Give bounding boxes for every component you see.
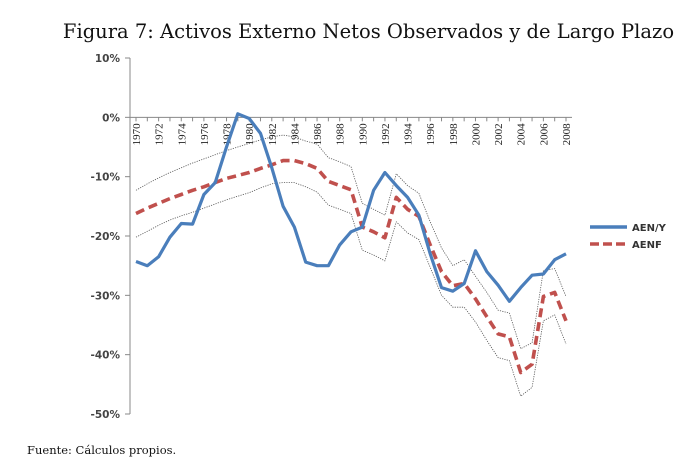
y-tick-label: -30%: [91, 290, 121, 302]
x-tick-label: 2000: [470, 123, 482, 146]
x-tick-label: 1994: [403, 123, 415, 146]
x-tick-label: 1986: [312, 123, 324, 146]
x-axis: 1970 1972 1974 1976 1978 1980 1982 1984 1986 1988…: [130, 116, 573, 146]
x-tick-label: 1988: [335, 123, 347, 146]
x-tick-label: 1998: [448, 123, 460, 146]
chart-title: Figura 7: Activos Externo Netos Observad…: [62, 20, 675, 43]
legend-label: AENF: [632, 240, 662, 251]
y-tick-label: -50%: [91, 409, 121, 421]
x-tick-label: 2008: [561, 123, 573, 146]
legend-item: AENF: [590, 240, 662, 251]
series-line-aenf-lower-band: [135, 182, 567, 397]
legend-label: AEN/Y: [632, 223, 667, 234]
x-tick-label: 2002: [493, 123, 505, 145]
series-line-aenf: [135, 158, 568, 375]
y-tick-label: -20%: [91, 231, 121, 243]
x-tick-label: 1980: [244, 123, 256, 146]
x-tick-label: 1992: [380, 123, 392, 145]
x-tick-label: 1974: [176, 123, 188, 146]
source-note: Fuente: Cálculos propios.: [27, 443, 177, 457]
series-layer: [135, 112, 568, 397]
y-tick-label: -40%: [91, 350, 121, 362]
x-tick-label: 2006: [538, 123, 550, 146]
x-tick-label: 2004: [516, 123, 528, 146]
x-tick-label: 1976: [199, 123, 211, 146]
legend-item: AEN/Y: [590, 223, 667, 234]
y-tick-label: 10%: [95, 53, 121, 65]
x-tick-label: 1990: [357, 123, 369, 146]
series-line-aen-y: [135, 112, 567, 303]
x-tick-label: 1996: [425, 123, 437, 146]
x-tick-label: 1972: [154, 123, 166, 145]
x-tick-label: 1982: [267, 123, 279, 145]
x-tick-label: 1970: [131, 123, 143, 146]
legend: AEN/Y AENF: [590, 223, 667, 251]
y-tick-label: 0%: [102, 112, 120, 124]
y-axis: 10% 0% -10% -20% -30% -40% -50%: [91, 53, 131, 421]
x-tick-label: 1984: [289, 123, 301, 146]
series-line-aenf-upper-band: [135, 134, 567, 350]
y-tick-label: -10%: [91, 172, 121, 184]
